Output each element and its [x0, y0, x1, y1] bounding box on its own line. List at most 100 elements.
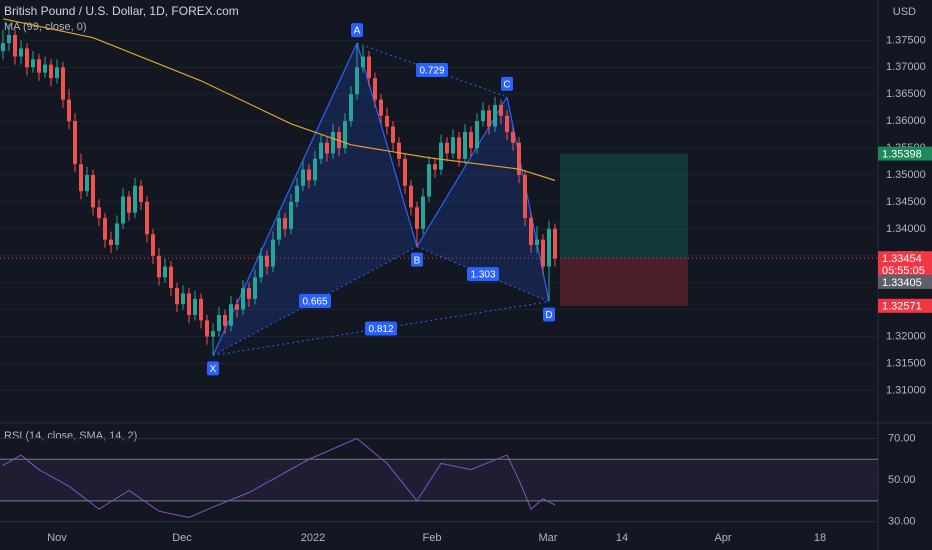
pattern-fill [213, 43, 417, 356]
point-badge [351, 23, 363, 38]
candle-body [331, 131, 335, 154]
candle-body [529, 218, 533, 245]
ratio-line [356, 42, 508, 98]
candle-body [187, 293, 191, 315]
price-tag [878, 146, 932, 161]
candle-body [67, 99, 71, 122]
candle-body [181, 293, 185, 305]
candle-body [319, 142, 323, 159]
y-tick-label: 1.35000 [886, 169, 926, 181]
candle-body [37, 59, 41, 73]
candle-body [367, 56, 371, 79]
candle-body [217, 315, 221, 332]
ratio-label: 0.812 [368, 324, 393, 335]
candle-body [85, 175, 89, 192]
candle-body [133, 185, 137, 213]
candle-body [517, 142, 521, 175]
candle-body [115, 223, 119, 245]
point-label: X [210, 364, 217, 375]
candle-body [265, 255, 269, 267]
candle-body [415, 207, 419, 229]
candle-body [241, 288, 245, 310]
candle-body [325, 142, 329, 154]
candle-body [79, 164, 83, 192]
candle-body [223, 315, 227, 326]
candle-body [313, 158, 317, 181]
point-label: B [414, 255, 421, 266]
candle-body [145, 201, 149, 235]
candle-body [451, 137, 455, 154]
x-tick-label: Dec [172, 532, 192, 544]
pattern-leg [506, 96, 550, 302]
candle-body [307, 169, 311, 181]
candle-body [535, 239, 539, 245]
candle-body [457, 137, 461, 159]
candle-body [139, 185, 143, 202]
price-tag-label: 1.33405 [882, 277, 922, 289]
currency: USD [893, 6, 916, 18]
point-label: A [354, 26, 361, 37]
x-tick-label: Feb [423, 532, 442, 544]
candle-body [19, 48, 23, 57]
candle-body [445, 142, 449, 154]
price-tag [878, 251, 932, 278]
candle-body [91, 175, 95, 208]
x-tick-label: 18 [814, 532, 826, 544]
pattern-fill [417, 96, 549, 302]
candle-body [229, 304, 233, 326]
point-label: D [545, 310, 552, 321]
point-label: C [503, 80, 510, 91]
y-tick-label: 1.34500 [886, 196, 926, 208]
rsi-label: RSI (14, close, SMA, 14, 2) [4, 430, 137, 442]
candle-body [469, 131, 473, 149]
chart-title: British Pound / U.S. Dollar, 1D, FOREX.c… [4, 4, 239, 18]
candle-body [157, 255, 161, 278]
candle-body [43, 64, 47, 73]
candle-body [427, 164, 431, 197]
candle-body [121, 196, 125, 224]
candle-body [439, 142, 443, 170]
candle-body [397, 142, 401, 159]
candle-body [259, 255, 263, 278]
price-tag [878, 298, 932, 313]
ratio-badge [365, 321, 397, 336]
candle-body [361, 56, 365, 68]
point-badge [501, 76, 513, 91]
ma-line [2, 18, 556, 181]
candle-body [199, 298, 203, 321]
ratio-badge [467, 267, 499, 282]
candle-body [31, 59, 35, 68]
candle-body [421, 196, 425, 229]
candle-body [385, 115, 389, 127]
candle-body [295, 185, 299, 202]
point-badge [411, 252, 423, 267]
y-tick-label: 1.36000 [886, 115, 926, 127]
price-tag [878, 274, 932, 289]
x-tick-label: 14 [616, 532, 628, 544]
y-tick-label: 1.31000 [886, 384, 926, 396]
candle-body [7, 35, 11, 44]
candle-body [475, 121, 479, 149]
candle-body [163, 266, 167, 278]
y-tick-label: 1.36500 [886, 88, 926, 100]
candle-body [355, 67, 359, 95]
candle-body [1, 43, 5, 52]
candle-body [277, 218, 281, 240]
candle-body [481, 110, 485, 122]
candle-body [193, 298, 197, 315]
x-tick-label: 2022 [301, 532, 325, 544]
x-tick-label: Mar [539, 532, 558, 544]
candle-body [337, 131, 341, 149]
candle-body [379, 99, 383, 116]
y-tick-label: 1.32000 [886, 330, 926, 342]
candle-body [253, 277, 257, 299]
x-tick-label: Apr [714, 532, 731, 544]
candle-body [493, 105, 497, 127]
ratio-badge [299, 294, 331, 308]
candle-body [211, 331, 215, 337]
candle-body [247, 288, 251, 299]
y-tick-label: 1.37000 [886, 61, 926, 73]
candle-body [487, 110, 491, 127]
ma-label: MA (99, close, 0) [4, 21, 87, 33]
